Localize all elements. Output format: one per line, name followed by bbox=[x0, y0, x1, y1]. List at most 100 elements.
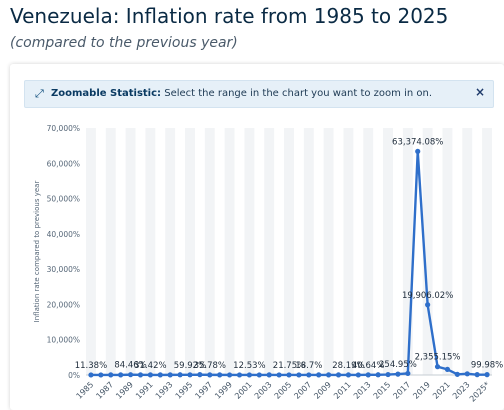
data-point[interactable] bbox=[127, 372, 134, 378]
data-point[interactable] bbox=[276, 372, 282, 378]
data-point[interactable] bbox=[415, 148, 421, 154]
data-label: 99.98% bbox=[471, 361, 503, 371]
zoom-banner: ⤢ Zoomable Statistic: Select the range i… bbox=[24, 80, 494, 108]
data-point[interactable] bbox=[187, 372, 193, 378]
data-point[interactable] bbox=[474, 372, 480, 378]
data-point[interactable] bbox=[395, 371, 401, 377]
page-subtitle: (compared to the previous year) bbox=[10, 35, 238, 51]
data-point[interactable] bbox=[316, 372, 322, 378]
grid-band bbox=[442, 128, 453, 375]
y-tick-label: 20,000% bbox=[47, 300, 80, 309]
data-point[interactable] bbox=[177, 372, 183, 378]
data-point[interactable] bbox=[425, 302, 431, 308]
grid-band bbox=[323, 128, 334, 375]
grid-band bbox=[165, 128, 176, 375]
grid-band bbox=[185, 128, 195, 375]
data-point[interactable] bbox=[266, 372, 272, 378]
y-tick-label: 40,000% bbox=[47, 230, 80, 239]
data-point[interactable] bbox=[454, 371, 460, 377]
x-tick-label: 2011 bbox=[332, 380, 353, 401]
grid-band bbox=[244, 128, 255, 375]
x-tick-label: 1987 bbox=[94, 380, 115, 401]
data-point[interactable] bbox=[345, 372, 352, 378]
chart-card: ⤢ Zoomable Statistic: Select the range i… bbox=[10, 64, 504, 410]
grid-band bbox=[462, 128, 473, 375]
x-tick-label: 2013 bbox=[352, 380, 373, 401]
data-point[interactable] bbox=[484, 372, 490, 378]
data-label: 12.53% bbox=[233, 361, 265, 371]
y-tick-label: 0% bbox=[68, 371, 80, 380]
y-axis-label: Inflation rate compared to previous year bbox=[33, 181, 41, 323]
data-point[interactable] bbox=[147, 372, 153, 378]
data-point[interactable] bbox=[256, 372, 262, 378]
data-label: 18.7% bbox=[295, 361, 322, 371]
data-point[interactable] bbox=[167, 372, 173, 378]
zoom-banner-message: Select the range in the chart you want t… bbox=[164, 88, 433, 99]
grid-band bbox=[363, 128, 374, 375]
grid-band bbox=[86, 128, 96, 375]
zoom-expand-icon: ⤢ bbox=[35, 87, 44, 100]
data-label: 19,906.02% bbox=[402, 291, 453, 301]
grid-band bbox=[204, 128, 215, 375]
x-tick-label: 1991 bbox=[134, 380, 155, 401]
x-tick-label: 2021 bbox=[431, 380, 452, 401]
x-axis-ticks: 1985 1987 1989 1991 1993 1995 1997 1999 2001 2003… bbox=[75, 380, 492, 404]
grid-band bbox=[383, 128, 393, 375]
x-tick-label: 2019 bbox=[411, 380, 432, 401]
data-point[interactable] bbox=[444, 366, 451, 372]
grid-band bbox=[105, 128, 116, 375]
data-point[interactable] bbox=[226, 372, 233, 378]
y-tick-label: 30,000% bbox=[47, 265, 80, 274]
x-tick-label: 2005 bbox=[273, 380, 294, 401]
close-button[interactable]: × bbox=[474, 85, 485, 99]
data-point[interactable] bbox=[197, 372, 203, 378]
grid-band bbox=[125, 128, 136, 375]
grid-band bbox=[303, 128, 314, 375]
data-label: 28.19% bbox=[332, 361, 364, 371]
data-point[interactable] bbox=[405, 370, 411, 377]
data-point[interactable] bbox=[326, 372, 332, 378]
data-point[interactable] bbox=[365, 372, 371, 378]
x-tick-label: 2017 bbox=[391, 380, 412, 401]
grid-band bbox=[482, 128, 492, 375]
data-point[interactable] bbox=[137, 372, 144, 378]
data-point[interactable] bbox=[88, 372, 94, 378]
data-point[interactable] bbox=[217, 372, 223, 378]
data-label: 84.46% bbox=[114, 361, 146, 371]
page-title: Venezuela: Inflation rate from 1985 to 2… bbox=[10, 4, 449, 28]
inflation-line-chart[interactable]: 0% 10,000% 20,000% 30,000% 40,000% 50,000% 60,… bbox=[10, 64, 504, 410]
data-point[interactable] bbox=[306, 372, 312, 378]
data-point[interactable] bbox=[464, 371, 470, 377]
data-point[interactable] bbox=[375, 372, 381, 378]
data-point[interactable] bbox=[118, 372, 124, 378]
y-tick-label: 60,000% bbox=[47, 159, 80, 168]
data-point[interactable] bbox=[335, 372, 342, 378]
data-label: 254.95% bbox=[379, 360, 417, 370]
data-point[interactable] bbox=[355, 372, 361, 378]
grid-band bbox=[422, 128, 433, 375]
grid-band bbox=[224, 128, 235, 375]
data-label: 40.64% bbox=[352, 361, 384, 371]
data-point[interactable] bbox=[98, 372, 104, 378]
y-tick-label: 70,000% bbox=[47, 124, 80, 133]
data-label: 21.75% bbox=[273, 361, 305, 371]
data-point[interactable] bbox=[108, 372, 114, 378]
data-point[interactable] bbox=[434, 364, 441, 370]
data-label: 2,355.15% bbox=[415, 353, 461, 363]
data-point[interactable] bbox=[207, 372, 213, 378]
x-tick-label: 1989 bbox=[114, 380, 135, 401]
data-point[interactable] bbox=[385, 371, 391, 378]
x-tick-label: 1993 bbox=[154, 380, 175, 401]
data-point[interactable] bbox=[157, 372, 163, 378]
data-point[interactable] bbox=[296, 372, 302, 378]
y-tick-label: 50,000% bbox=[47, 195, 80, 204]
x-tick-label: 2025* bbox=[468, 380, 492, 404]
x-tick-label: 1985 bbox=[75, 380, 96, 401]
series-points bbox=[88, 148, 490, 378]
data-point[interactable] bbox=[236, 372, 243, 378]
data-labels: 11.38% 84.46%31.42% 59.92%35.78% 12.53% 21.7… bbox=[75, 137, 504, 371]
data-point[interactable] bbox=[246, 372, 252, 378]
data-point[interactable] bbox=[286, 372, 292, 378]
data-label: 35.78% bbox=[194, 361, 226, 371]
x-tick-label: 2001 bbox=[233, 380, 254, 401]
